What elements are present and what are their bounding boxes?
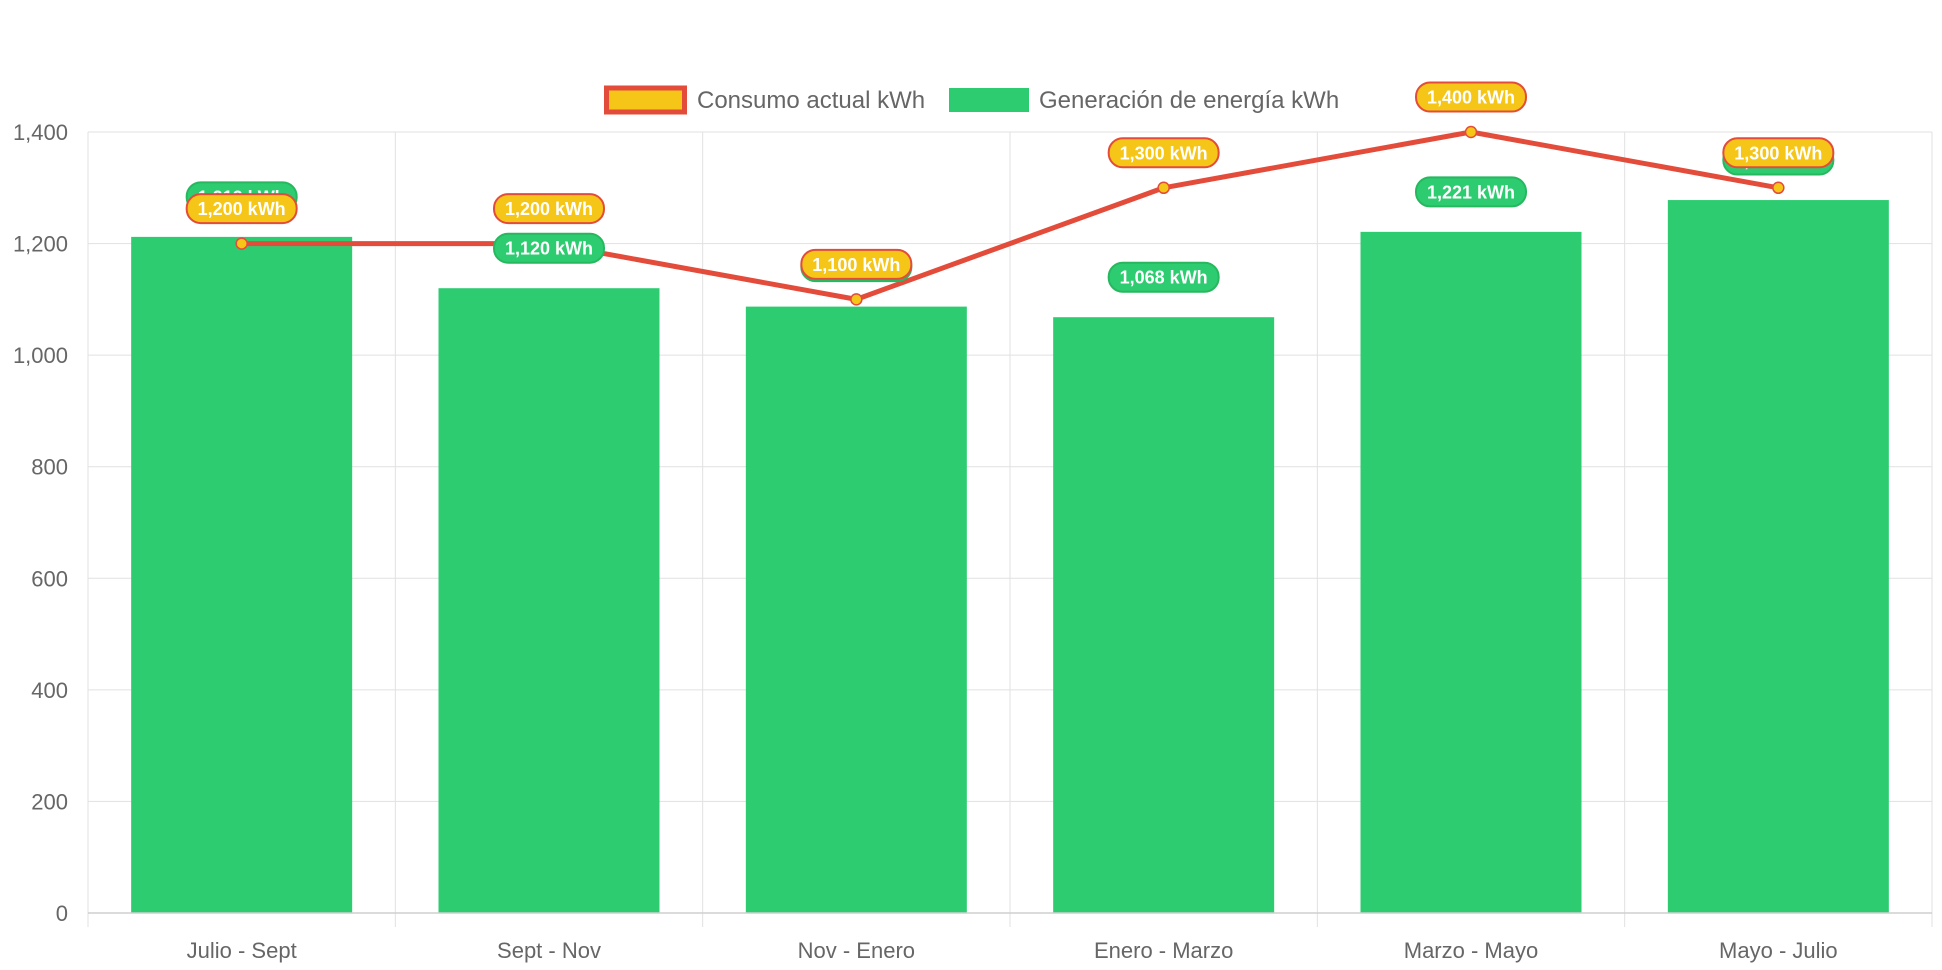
line-point bbox=[1157, 181, 1170, 195]
line-data-label: 1,200 kWh bbox=[185, 193, 298, 225]
bar-data-label-text: 1,068 kWh bbox=[1120, 268, 1208, 288]
line-point bbox=[1772, 181, 1785, 195]
bar bbox=[438, 288, 660, 913]
bar bbox=[1053, 317, 1275, 913]
bar bbox=[1667, 200, 1889, 913]
line-data-label-text: 1,400 kWh bbox=[1427, 88, 1515, 108]
x-tick-label: Julio - Sept bbox=[187, 938, 297, 963]
line-data-label-text: 1,300 kWh bbox=[1734, 143, 1822, 163]
y-tick-label: 0 bbox=[56, 901, 68, 926]
line-data-label-text: 1,200 kWh bbox=[505, 199, 593, 219]
y-tick-label: 800 bbox=[31, 455, 68, 480]
line-data-label-bg bbox=[493, 193, 605, 225]
line-data-label: 1,300 kWh bbox=[1107, 137, 1220, 169]
bar-data-label-bg bbox=[1107, 261, 1220, 293]
legend-item: Generación de energía kWh bbox=[949, 87, 1339, 114]
bar-data-label: 1,120 kWh bbox=[493, 232, 605, 264]
y-tick-label: 600 bbox=[31, 566, 68, 591]
x-tick-label: Marzo - Mayo bbox=[1404, 938, 1538, 963]
line-data-label-bg bbox=[1722, 137, 1835, 169]
line-point bbox=[235, 237, 248, 250]
legend-item: Consumo actual kWh bbox=[604, 85, 925, 115]
bar bbox=[131, 236, 353, 913]
line-data-label: 1,200 kWh bbox=[493, 193, 605, 225]
grid bbox=[87, 131, 1933, 927]
y-tick-label: 400 bbox=[31, 678, 68, 703]
line-data-label-bg bbox=[800, 248, 913, 280]
bar-data-label: 1,221 kWh bbox=[1415, 176, 1527, 208]
bar-data-label: 1,068 kWh bbox=[1107, 261, 1220, 293]
y-tick-label: 200 bbox=[31, 789, 68, 814]
line-data-label-bg bbox=[185, 193, 298, 225]
line-data-label-bg bbox=[1415, 81, 1527, 113]
legend-label: Generación de energía kWh bbox=[1039, 87, 1339, 114]
line-data-label: 1,400 kWh bbox=[1415, 81, 1527, 113]
legend-swatch bbox=[604, 85, 687, 115]
legend: Consumo actual kWh Generación de energía … bbox=[604, 85, 1339, 115]
line-data-label: 1,100 kWh bbox=[800, 248, 913, 280]
axes: 0 200 400 600 800 1,000 1,200 1,400 Julio - Sept… bbox=[13, 120, 1932, 963]
legend-label: Consumo actual kWh bbox=[697, 87, 925, 114]
bar-data-label-bg bbox=[1415, 176, 1527, 208]
legend-swatch bbox=[949, 88, 1029, 112]
bar-data-label-text: 1,120 kWh bbox=[505, 239, 593, 259]
line-data-label-text: 1,200 kWh bbox=[198, 199, 286, 219]
line-data-label-bg bbox=[1107, 137, 1220, 169]
bar bbox=[1360, 231, 1582, 913]
x-tick-label: Mayo - Julio bbox=[1719, 938, 1838, 963]
bar bbox=[745, 306, 967, 914]
y-tick-label: 1,200 bbox=[13, 232, 68, 257]
x-tick-label: Enero - Marzo bbox=[1094, 938, 1233, 963]
x-tick-label: Nov - Enero bbox=[798, 938, 915, 963]
bar-data-label-bg bbox=[493, 232, 605, 264]
bar-data-label-text: 1,221 kWh bbox=[1427, 182, 1515, 202]
line-point bbox=[1464, 125, 1478, 139]
bars bbox=[131, 200, 1889, 914]
line-data-label-text: 1,100 kWh bbox=[812, 255, 900, 275]
x-tick-label: Sept - Nov bbox=[497, 938, 601, 963]
line-data-label-text: 1,300 kWh bbox=[1120, 143, 1208, 163]
y-tick-label: 1,000 bbox=[13, 343, 68, 368]
y-tick-label: 1,400 bbox=[13, 120, 68, 145]
line-point bbox=[850, 293, 863, 306]
line-data-label: 1,300 kWh bbox=[1722, 137, 1835, 169]
